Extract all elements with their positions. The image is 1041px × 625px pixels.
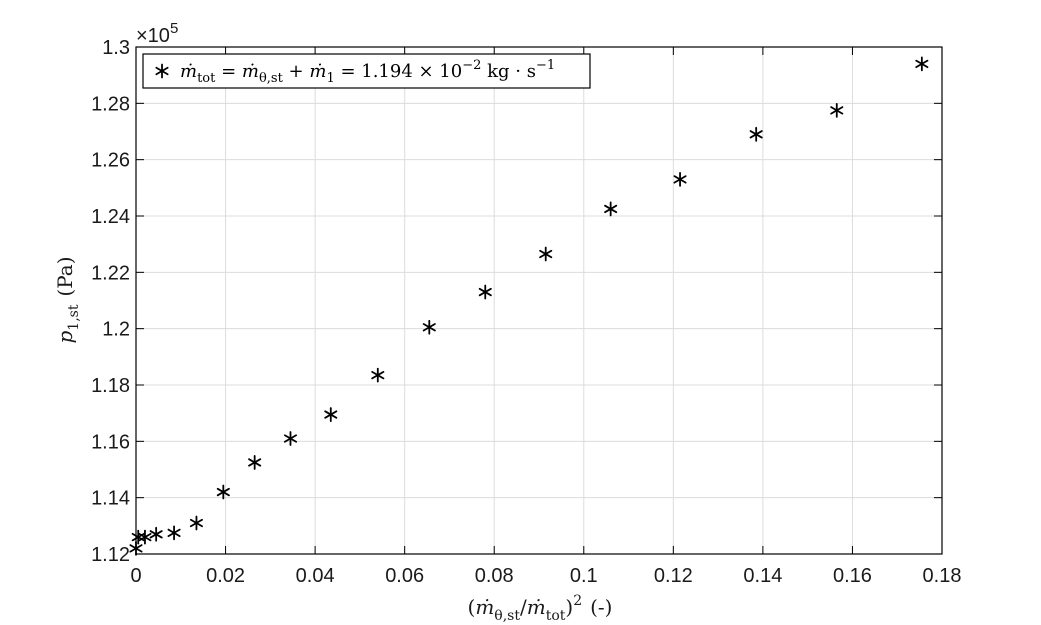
data-point xyxy=(749,126,763,142)
y-tick-label: 1.12 xyxy=(91,544,130,566)
y-tick-label: 1.28 xyxy=(91,93,130,115)
plot-area-frame xyxy=(135,46,943,555)
data-point xyxy=(248,455,262,470)
y-tick-labels: 1.12 1.14 1.16 1.18 1.2 1.22 1.24 1.26 1.28 1.3 xyxy=(91,37,130,566)
x-tick-label: 0.02 xyxy=(206,565,245,587)
x-tick-label: 0.08 xyxy=(475,565,514,587)
legend: ṁtot = ṁθ,st + ṁ1 = 1.194 × 10−2 kg · s−… xyxy=(142,53,591,89)
y-tick-label: 1.18 xyxy=(91,375,130,397)
legend-entry-text: ṁtot = ṁθ,st + ṁ1 = 1.194 × 10−2 kg · s−… xyxy=(180,58,555,86)
x-tick-labels: 0 0.02 0.04 0.06 0.08 0.1 0.12 0.14 0.16 0.18 xyxy=(130,565,961,587)
data-point xyxy=(539,246,553,262)
x-tick-label: 0.12 xyxy=(654,565,693,587)
y-tick-label: 1.16 xyxy=(91,431,130,453)
data-point xyxy=(673,171,687,187)
y-tick-label: 1.22 xyxy=(91,262,130,284)
data-point xyxy=(283,431,298,446)
data-point xyxy=(216,484,230,500)
x-tick-label: 0.1 xyxy=(570,565,598,587)
y-tick-label: 1.2 xyxy=(102,319,130,341)
data-point xyxy=(604,201,618,217)
data-point xyxy=(167,525,181,541)
x-tick-label: 0.14 xyxy=(743,565,782,587)
x-tick-label: 0 xyxy=(130,565,141,587)
data-points xyxy=(129,56,929,556)
legend-marker xyxy=(155,63,169,79)
legend-marker-asterisk xyxy=(155,63,169,79)
y-axis-label: p1,st(Pa) xyxy=(53,256,82,343)
data-point xyxy=(478,284,492,300)
y-tick-label: 1.14 xyxy=(91,488,130,510)
data-point xyxy=(131,529,145,545)
y-exponent-label: ×105 xyxy=(136,20,178,47)
data-point xyxy=(189,515,203,531)
data-point xyxy=(149,526,163,542)
x-axis-label: (ṁθ,st/ṁtot)2 (-) xyxy=(468,593,613,624)
data-point xyxy=(422,319,436,335)
x-tick-label: 0.06 xyxy=(385,565,424,587)
y-tick-label: 1.24 xyxy=(91,206,130,228)
x-tick-label: 0.18 xyxy=(923,565,962,587)
y-tick-label: 1.26 xyxy=(91,150,130,172)
data-point xyxy=(324,407,338,422)
grid-lines xyxy=(135,46,943,555)
x-tick-label: 0.16 xyxy=(833,565,872,587)
x-tick-label: 0.04 xyxy=(296,565,335,587)
data-point xyxy=(371,367,385,383)
legend-box xyxy=(142,53,591,89)
data-point xyxy=(915,56,929,72)
axis-ticks xyxy=(135,46,943,555)
data-point xyxy=(138,529,152,545)
y-tick-label: 1.3 xyxy=(102,37,130,59)
data-point xyxy=(129,540,143,556)
data-point xyxy=(830,102,844,118)
